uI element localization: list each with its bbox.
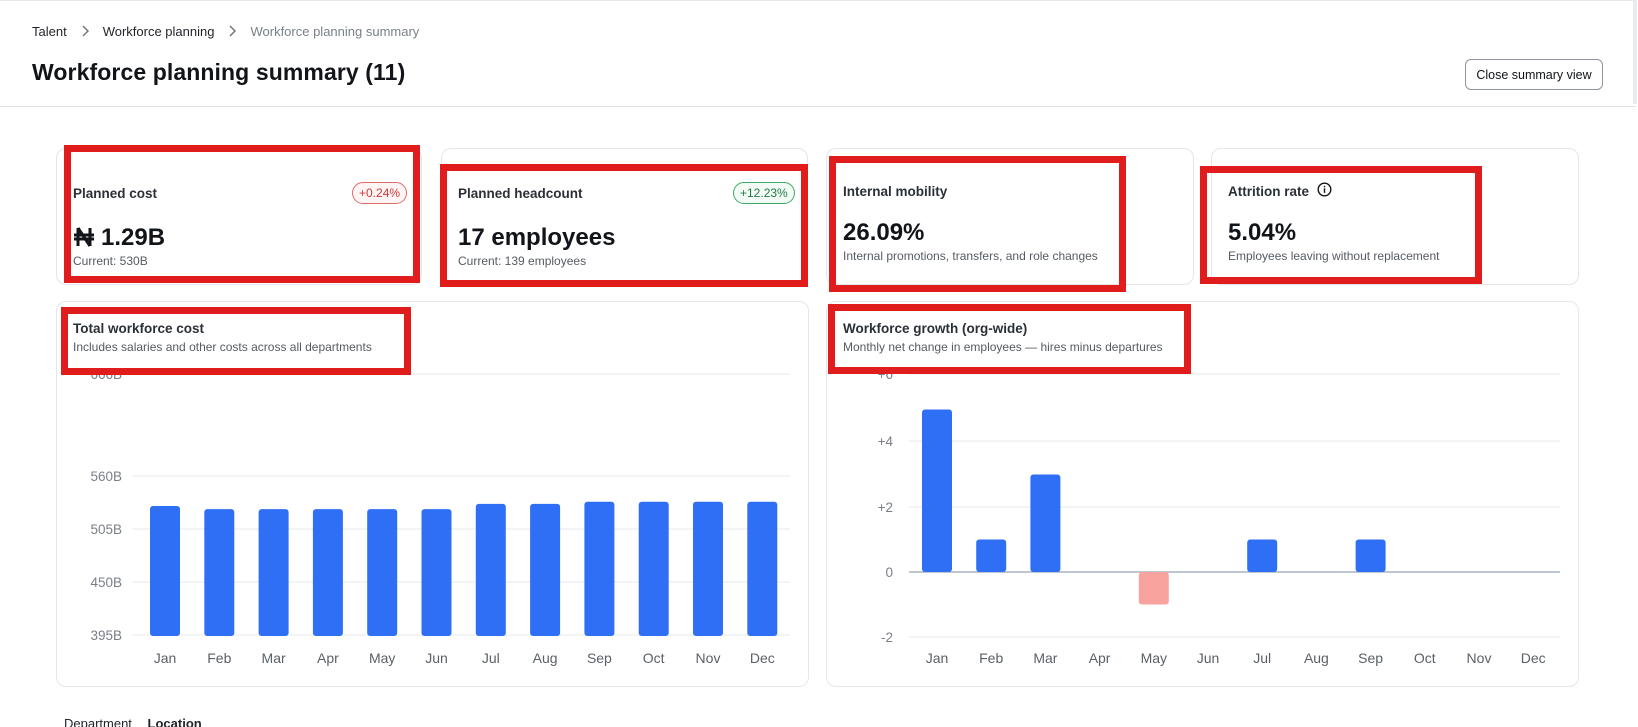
total-workforce-cost-card: Total workforce cost Includes salaries a… (56, 301, 809, 687)
total-workforce-cost-subtitle: Includes salaries and other costs across… (73, 340, 372, 354)
planned-headcount-value: 17 employees (458, 224, 616, 251)
planned-cost-current: Current: 530B (73, 254, 148, 268)
attrition-rate-value: 5.04% (1228, 219, 1297, 246)
attrition-rate-label: Attrition rate (1228, 184, 1309, 199)
planned-cost-change-badge: +0.24% (352, 182, 408, 204)
internal-mobility-label: Internal mobility (843, 184, 948, 199)
chevron-right-icon (77, 23, 93, 39)
breadcrumb-workforce-planning[interactable]: Workforce planning (102, 23, 215, 39)
workforce-growth-card: Workforce growth (org-wide) Monthly net … (826, 301, 1579, 687)
tab-location[interactable]: Location (147, 716, 202, 727)
planned-cost-value: 1.29B (73, 224, 165, 252)
planned-cost-label: Planned cost (73, 186, 158, 201)
internal-mobility-value: 26.09% (843, 219, 925, 246)
planned-cost-card: Planned cost +0.24% 1.29B Current: 530B (56, 148, 422, 285)
planned-headcount-change-badge: +12.23% (733, 182, 795, 204)
naira-currency-icon (74, 227, 94, 247)
info-icon[interactable] (1317, 182, 1332, 197)
planned-cost-amount: 1.29B (101, 224, 166, 251)
planned-headcount-label: Planned headcount (458, 186, 583, 201)
internal-mobility-card: Internal mobility 26.09% Internal promot… (826, 148, 1194, 285)
internal-mobility-description: Internal promotions, transfers, and role… (843, 249, 1098, 263)
workforce-growth-title: Workforce growth (org-wide) (843, 321, 1028, 336)
page-header: Talent Workforce planning Workforce plan… (0, 0, 1636, 107)
scrollbar[interactable] (1633, 0, 1637, 104)
breadcrumb-talent[interactable]: Talent (32, 23, 67, 39)
attrition-rate-card: Attrition rate 5.04% Employees leaving w… (1211, 148, 1579, 285)
page-title: Workforce planning summary (11) (32, 59, 406, 85)
workforce-growth-subtitle: Monthly net change in employees — hires … (843, 340, 1163, 354)
breadcrumb: Talent Workforce planning Workforce plan… (32, 23, 419, 39)
breadcrumb-current: Workforce planning summary (250, 23, 420, 39)
chevron-right-icon (224, 23, 240, 39)
total-workforce-cost-title: Total workforce cost (73, 321, 205, 336)
close-summary-button[interactable]: Close summary view (1465, 59, 1603, 90)
tabs-peek: Department Location (64, 716, 214, 727)
planned-headcount-card: Planned headcount +12.23% 17 employees C… (441, 148, 808, 285)
tab-department[interactable]: Department (64, 716, 132, 727)
planned-headcount-current: Current: 139 employees (458, 254, 587, 268)
attrition-rate-description: Employees leaving without replacement (1228, 249, 1440, 263)
